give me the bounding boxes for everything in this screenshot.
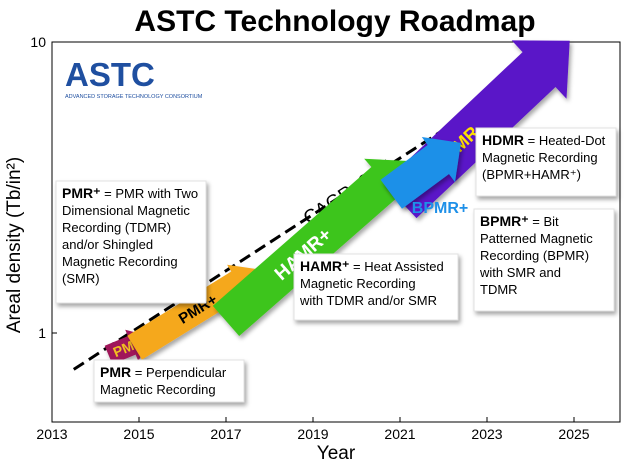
- callout-line: HDMR = Heated-Dot: [482, 132, 606, 148]
- callout-term: BPMR⁺: [480, 213, 529, 229]
- callout-text: = Bit: [529, 214, 559, 229]
- callout-box: [93, 359, 245, 403]
- callout-line: with TDMR and/or SMR: [299, 293, 437, 308]
- callout-pmr: PMR = Perpendicular Magnetic Recording: [93, 359, 245, 403]
- logo-tagline: ADVANCED STORAGE TECHNOLOGY CONSORTIUM: [65, 94, 203, 100]
- callout-box: [475, 127, 617, 197]
- callout-hamr: HAMR⁺ = Heat Assisted Magnetic Recording w…: [293, 253, 459, 321]
- callout-box: [293, 253, 459, 321]
- x-tick-label: 2019: [297, 426, 328, 442]
- arrow-hamrplus: [212, 158, 409, 336]
- callout-line: Patterned Magnetic: [480, 231, 593, 246]
- callout-hdmr: HDMR = Heated-Dot Magnetic Recording (BPMR…: [475, 127, 617, 197]
- axis-ticks: 2013 2015 2017 2019 2021 2023 2025 1 10: [30, 34, 589, 442]
- y-tick-label: 1: [38, 325, 46, 341]
- x-tick-label: 2017: [210, 426, 241, 442]
- chart-title: ASTC Technology Roadmap: [134, 5, 535, 38]
- callout-line: Magnetic Recording: [62, 254, 178, 269]
- x-tick-label: 2013: [36, 426, 67, 442]
- callout-term: HAMR⁺: [300, 258, 349, 274]
- callout-line: BPMR⁺ = Bit: [480, 213, 559, 229]
- callout-bpmr: BPMR⁺ = Bit Patterned Magnetic Recording (…: [473, 208, 615, 312]
- callout-line: Recording (BPMR): [480, 248, 589, 263]
- x-axis-label: Year: [317, 443, 356, 464]
- x-tick-label: 2025: [558, 426, 589, 442]
- callout-term: PMR: [100, 364, 131, 380]
- callout-text: = PMR with Two: [101, 186, 199, 201]
- arrow-label: BPMR+: [412, 200, 468, 217]
- callout-pmrplus: PMR⁺ = PMR with Two Dimensional Magnetic R…: [55, 180, 207, 304]
- callout-box: [55, 180, 207, 304]
- callout-line: Magnetic Recording: [100, 382, 216, 397]
- callout-line: Dimensional Magnetic: [62, 203, 190, 218]
- callout-box: [473, 208, 615, 312]
- callout-line: PMR⁺ = PMR with Two: [62, 185, 198, 201]
- callout-line: PMR = Perpendicular: [100, 364, 227, 380]
- callout-text: = Perpendicular: [131, 365, 227, 380]
- x-tick-label: 2021: [384, 426, 415, 442]
- callout-line: HAMR⁺ = Heat Assisted: [300, 258, 444, 274]
- astc-logo: ASTC ADVANCED STORAGE TECHNOLOGY CONSORT…: [65, 56, 203, 100]
- logo-mark: ASTC: [65, 56, 155, 93]
- arrow-pmrplus: [127, 264, 261, 360]
- x-tick-label: 2023: [471, 426, 502, 442]
- y-tick-label: 10: [30, 34, 46, 50]
- callout-term: PMR⁺: [62, 185, 101, 201]
- callout-text: = Heat Assisted: [349, 259, 443, 274]
- callout-line: (SMR): [62, 271, 100, 286]
- callout-line: and/or Shingled: [62, 237, 153, 252]
- y-axis-label: Areal density (Tb/in²): [4, 157, 25, 333]
- arrow-bpmrplus: [380, 137, 461, 209]
- callout-text: = Heated-Dot: [524, 133, 606, 148]
- callout-line: with SMR and: [479, 265, 561, 280]
- callout-line: Magnetic Recording: [482, 150, 598, 165]
- callout-line: TDMR: [480, 282, 518, 297]
- callout-term: HDMR: [482, 132, 524, 148]
- callout-line: Recording (TDMR): [62, 220, 171, 235]
- callout-line: (BPMR+HAMR⁺): [482, 167, 581, 182]
- x-tick-label: 2015: [123, 426, 154, 442]
- callout-line: Magnetic Recording: [300, 276, 416, 291]
